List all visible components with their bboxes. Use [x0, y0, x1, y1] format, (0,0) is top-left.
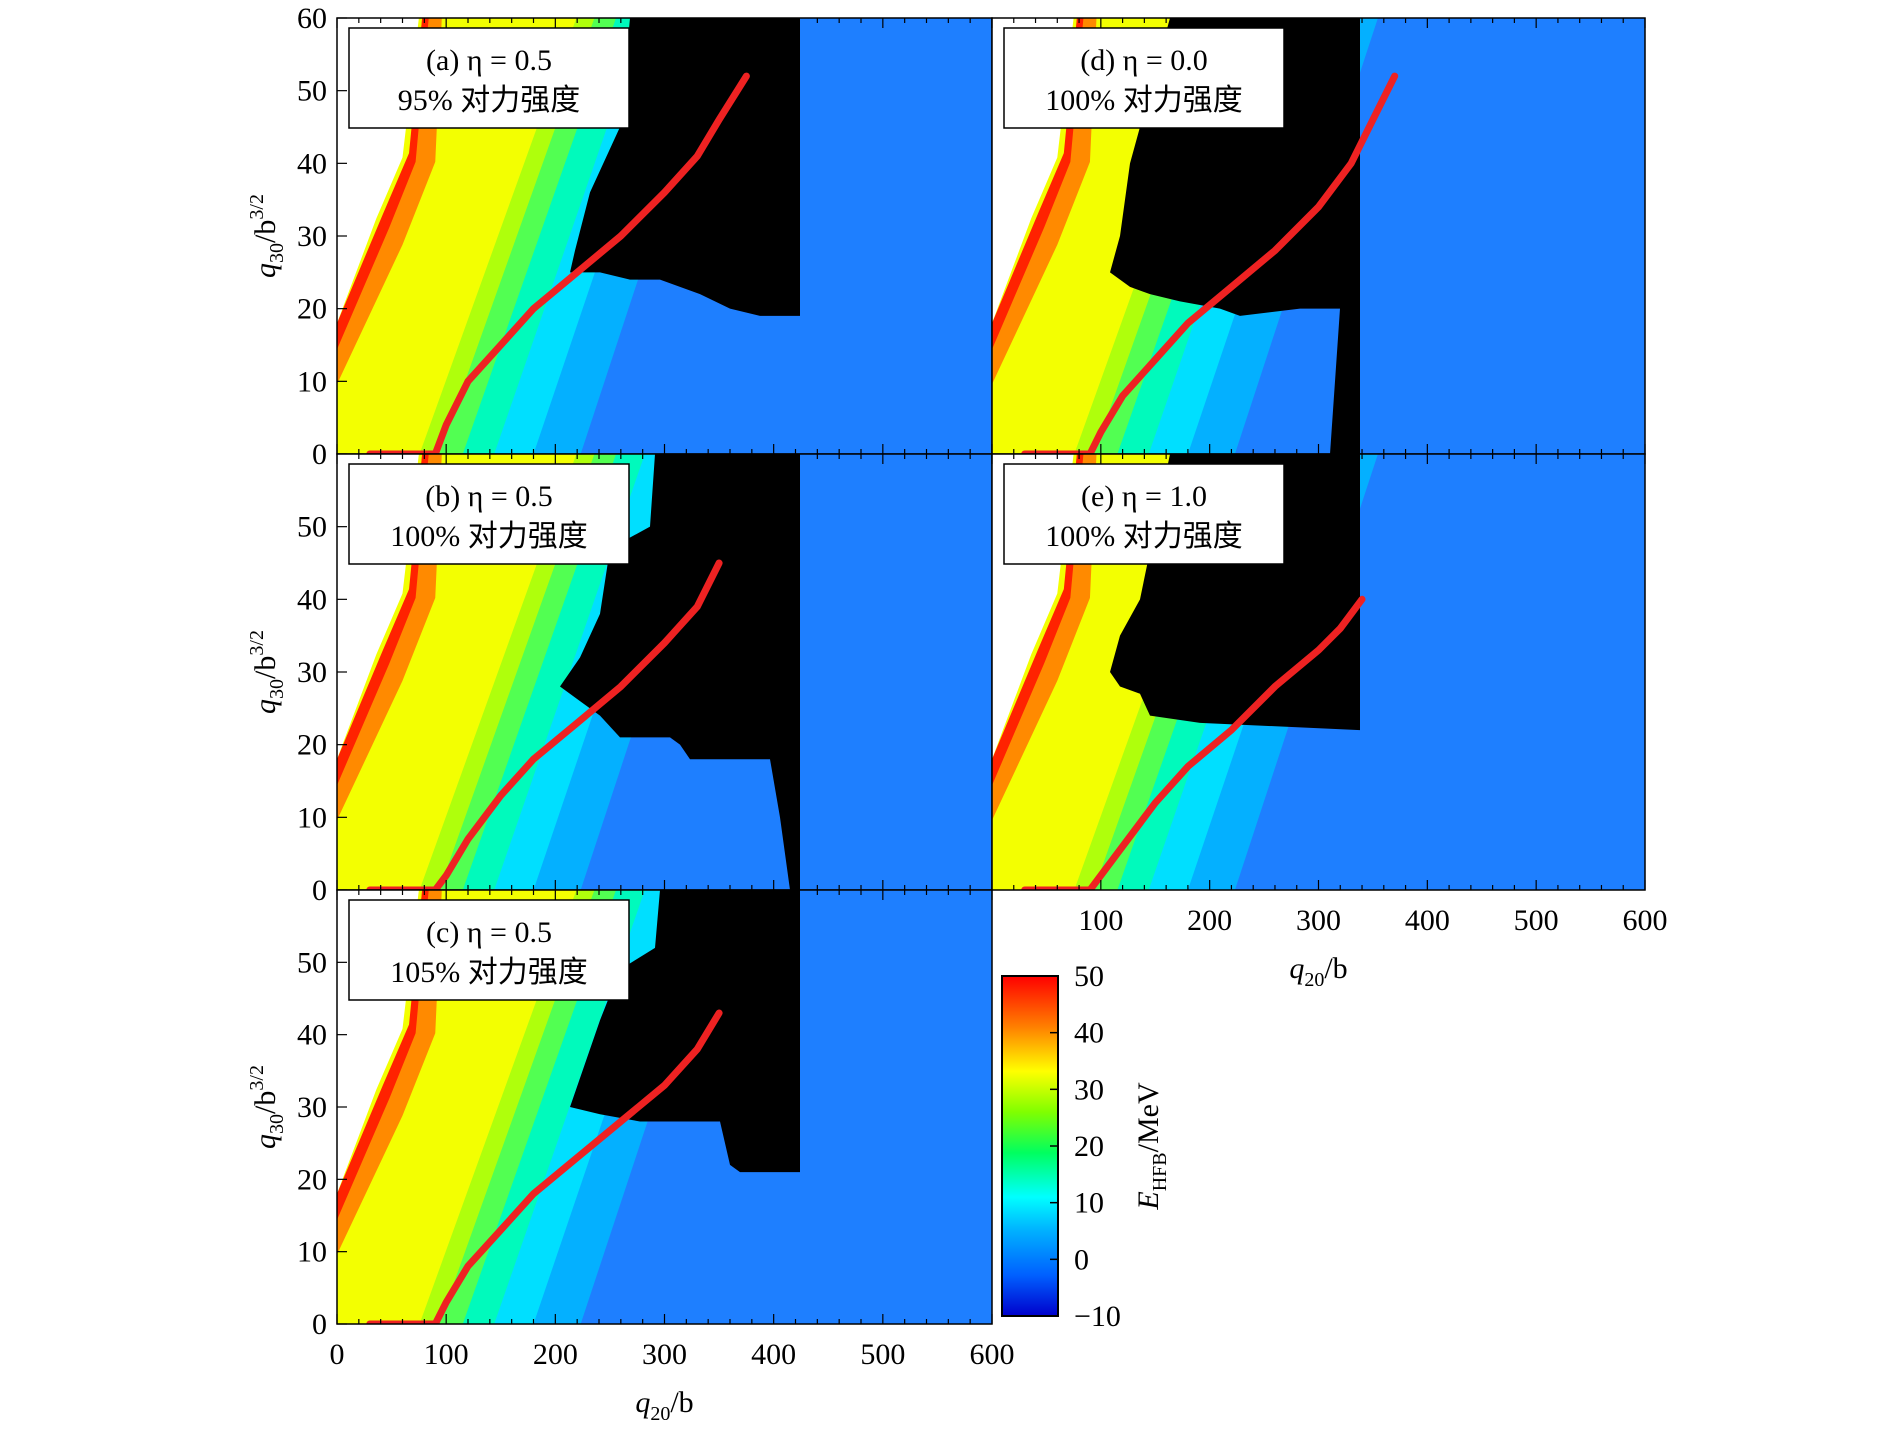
y-tick-label: 0	[312, 874, 327, 907]
x-tick-label: 300	[1296, 904, 1341, 937]
y-axis-title: q30/b3/2	[246, 1065, 288, 1149]
panel-label-box: (b) η = 0.5 100% 对力强度	[348, 463, 630, 565]
colorbar-tick-label: −10	[1074, 1300, 1121, 1333]
colorbar-tick-label: 0	[1074, 1243, 1089, 1276]
colorbar-tick-label: 20	[1074, 1130, 1104, 1163]
panel-label-line1: (c) η = 0.5	[426, 916, 552, 949]
panel-label-box: (c) η = 0.5 105% 对力强度	[348, 899, 630, 1001]
panel-b: (b) η = 0.5 100% 对力强度 0 10 20 30 40 50 q30/b3/2	[246, 453, 993, 907]
y-tick-label: 20	[297, 293, 327, 326]
panel-label-line2: 100% 对力强度	[390, 520, 588, 553]
y-axis-title: q30/b3/2	[246, 194, 288, 278]
colorbar: 50 40 30 20 10 0 −10 EHFB/MeV	[1001, 960, 1171, 1333]
fission-path	[1021, 72, 1399, 454]
y-tick-label: 0	[312, 438, 327, 471]
panels: (a) η = 0.5 95% 对力强度 0 10 20 30 40 50 60 q30/b3/2…	[246, 2, 1668, 1425]
panel-c: (c) η = 0.5 105% 对力强度 0 10 20 30 40 50 q30/b3/2 0…	[246, 889, 1015, 1425]
panel-label-box: (d) η = 0.0 100% 对力强度	[1003, 27, 1285, 129]
y-tick-label: 50	[297, 511, 327, 544]
panel-label-line2: 100% 对力强度	[1045, 520, 1243, 553]
x-axis-title: q20/b	[635, 1386, 693, 1425]
y-tick-label: 10	[297, 1236, 327, 1269]
panel-label-line2: 95% 对力强度	[398, 84, 581, 117]
fission-path	[1021, 595, 1366, 890]
panel-e: (e) η = 1.0 100% 对力强度 100 200 300 400 500 600 q2…	[991, 453, 1668, 991]
x-tick-label: 0	[330, 1338, 345, 1371]
panel-label-line2: 105% 对力强度	[390, 956, 588, 989]
y-axis-title: q30/b3/2	[246, 630, 288, 714]
x-tick-label: 400	[751, 1338, 796, 1371]
x-tick-label: 100	[424, 1338, 469, 1371]
y-tick-label: 40	[297, 147, 327, 180]
y-tick-label: 30	[297, 656, 327, 689]
panel-d: (d) η = 0.0 100% 对力强度	[991, 17, 1646, 455]
y-tick-label: 40	[297, 583, 327, 616]
y-tick-label: 30	[297, 1091, 327, 1124]
panel-a: (a) η = 0.5 95% 对力强度 0 10 20 30 40 50 60 q30/b3/2	[246, 2, 993, 471]
y-tick-label: 20	[297, 729, 327, 762]
x-tick-label: 200	[1187, 904, 1232, 937]
panel-label-line1: (b) η = 0.5	[425, 480, 553, 513]
panel-label-line1: (e) η = 1.0	[1081, 480, 1207, 513]
x-tick-label: 100	[1078, 904, 1123, 937]
x-tick-label: 600	[1623, 904, 1668, 937]
fission-path	[366, 559, 723, 890]
panel-label-box: (e) η = 1.0 100% 对力强度	[1003, 463, 1285, 565]
y-tick-label: 10	[297, 801, 327, 834]
x-tick-label: 200	[533, 1338, 578, 1371]
colorbar-title: EHFB/MeV	[1132, 1082, 1171, 1211]
black-region	[570, 890, 800, 1173]
y-tick-label: 40	[297, 1019, 327, 1052]
x-axis-title: q20/b	[1289, 952, 1347, 991]
colorbar-tick-label: 40	[1074, 1017, 1104, 1050]
y-tick-label: 50	[297, 75, 327, 108]
fission-path	[366, 1009, 723, 1324]
colorbar-scale	[1001, 975, 1059, 1317]
panel-label-box: (a) η = 0.5 95% 对力强度	[348, 27, 630, 129]
y-tick-label: 60	[297, 2, 327, 35]
colorbar-tick-label: 30	[1074, 1073, 1104, 1106]
fission-path	[366, 72, 750, 454]
y-tick-label: 0	[312, 1308, 327, 1341]
y-tick-label: 30	[297, 220, 327, 253]
x-tick-label: 500	[1514, 904, 1559, 937]
panel-label-line1: (a) η = 0.5	[426, 44, 552, 77]
colorbar-tick-label: 50	[1074, 960, 1104, 993]
x-tick-label: 500	[860, 1338, 905, 1371]
y-tick-label: 50	[297, 946, 327, 979]
y-tick-label: 20	[297, 1163, 327, 1196]
x-tick-label: 600	[970, 1338, 1015, 1371]
colorbar-tick-label: 10	[1074, 1187, 1104, 1220]
y-tick-label: 10	[297, 365, 327, 398]
panel-label-line2: 100% 对力强度	[1045, 84, 1243, 117]
x-tick-label: 300	[642, 1338, 687, 1371]
x-tick-label: 400	[1405, 904, 1450, 937]
panel-label-line1: (d) η = 0.0	[1080, 44, 1208, 77]
